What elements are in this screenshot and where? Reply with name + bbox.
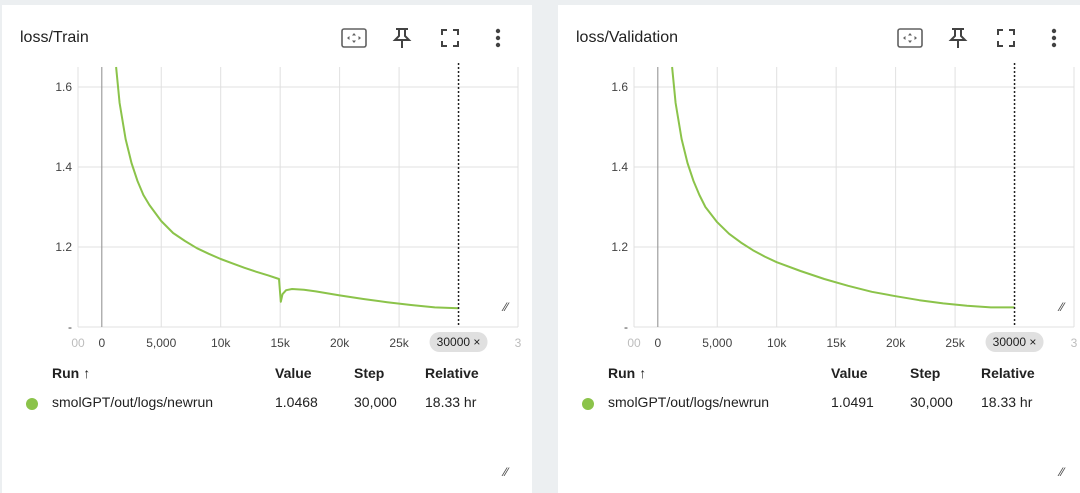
card-toolbar	[330, 21, 522, 55]
x-tick-label: 0	[654, 336, 661, 350]
series-line[interactable]	[671, 66, 1015, 309]
more-vert-icon[interactable]	[1030, 21, 1078, 55]
step-cell: 30,000	[354, 394, 397, 410]
y-tick-label: -	[624, 320, 628, 334]
run-name-cell: smolGPT/out/logs/newrun	[52, 394, 214, 410]
run-column-header[interactable]: Run ↑	[608, 365, 647, 381]
fit-domain-icon[interactable]	[886, 21, 934, 55]
chart-resize-handle-icon[interactable]: ⁄⁄	[504, 300, 509, 314]
card-resize-handle-icon[interactable]: ⁄⁄	[1060, 465, 1065, 479]
x-tick-label: 3	[515, 336, 522, 350]
relative-column-header[interactable]: Relative	[425, 365, 479, 381]
card-title: loss/Train	[20, 29, 89, 46]
train-loss-card: loss/Train -1.2 1.4 1.6 00 0 5,000 10k 15k 20k 25…	[2, 5, 532, 493]
y-tick-label: 1.4	[611, 160, 628, 174]
x-tick-label: 5,000	[702, 336, 732, 350]
pin-icon[interactable]	[934, 21, 982, 55]
x-tick-label: 10k	[211, 336, 231, 350]
x-tick-label: 5,000	[146, 336, 176, 350]
x-tick-label: 10k	[767, 336, 787, 350]
sort-arrow-icon: ↑	[639, 365, 647, 381]
relative-cell: 18.33 hr	[425, 394, 477, 410]
more-vert-icon[interactable]	[474, 21, 522, 55]
card-toolbar	[886, 21, 1078, 55]
step-column-header[interactable]: Step	[910, 365, 941, 381]
y-tick-label: 1.4	[55, 160, 72, 174]
run-name-cell: smolGPT/out/logs/newrun	[608, 394, 770, 410]
x-tick-label: 20k	[886, 336, 906, 350]
run-color-dot-icon	[26, 398, 38, 410]
x-tick-label: 15k	[826, 336, 846, 350]
x-tick-label: 0	[98, 336, 105, 350]
y-tick-label: 1.2	[611, 240, 628, 254]
x-tick-label: 3	[1071, 336, 1078, 350]
x-tick-label: 00	[627, 336, 641, 350]
step-chip[interactable]	[985, 332, 1044, 352]
run-color-dot-icon	[582, 398, 594, 410]
step-chip-label: 30000 ×	[993, 335, 1037, 349]
step-chip-label: 30000 ×	[437, 335, 481, 349]
y-tick-label: 1.6	[55, 80, 72, 94]
relative-column-header[interactable]: Relative	[981, 365, 1035, 381]
x-tick-label: 15k	[270, 336, 290, 350]
step-column-header[interactable]: Step	[354, 365, 385, 381]
pin-icon[interactable]	[378, 21, 426, 55]
y-tick-label: 1.2	[55, 240, 72, 254]
x-tick-label: 20k	[330, 336, 350, 350]
y-tick-label: -	[68, 320, 72, 334]
relative-cell: 18.33 hr	[981, 394, 1033, 410]
x-tick-label: 25k	[389, 336, 409, 350]
x-tick-label: 25k	[945, 336, 965, 350]
validation-loss-card: loss/Validation -1.2 1.4 1.6 00 0 5,000 10k 15k…	[558, 5, 1080, 493]
value-cell: 1.0491	[831, 394, 874, 410]
fullscreen-icon[interactable]	[982, 21, 1030, 55]
card-title: loss/Validation	[576, 29, 678, 46]
chart-resize-handle-icon[interactable]: ⁄⁄	[1060, 300, 1065, 314]
fit-domain-icon[interactable]	[330, 21, 378, 55]
series-line[interactable]	[115, 66, 459, 310]
value-column-header[interactable]: Value	[831, 365, 868, 381]
fullscreen-icon[interactable]	[426, 21, 474, 55]
value-cell: 1.0468	[275, 394, 318, 410]
card-resize-handle-icon[interactable]: ⁄⁄	[504, 465, 509, 479]
step-chip[interactable]	[429, 332, 488, 352]
run-column-header[interactable]: Run ↑	[52, 365, 91, 381]
value-column-header[interactable]: Value	[275, 365, 312, 381]
sort-arrow-icon: ↑	[83, 365, 91, 381]
y-tick-label: 1.6	[611, 80, 628, 94]
step-cell: 30,000	[910, 394, 953, 410]
x-tick-label: 00	[71, 336, 85, 350]
